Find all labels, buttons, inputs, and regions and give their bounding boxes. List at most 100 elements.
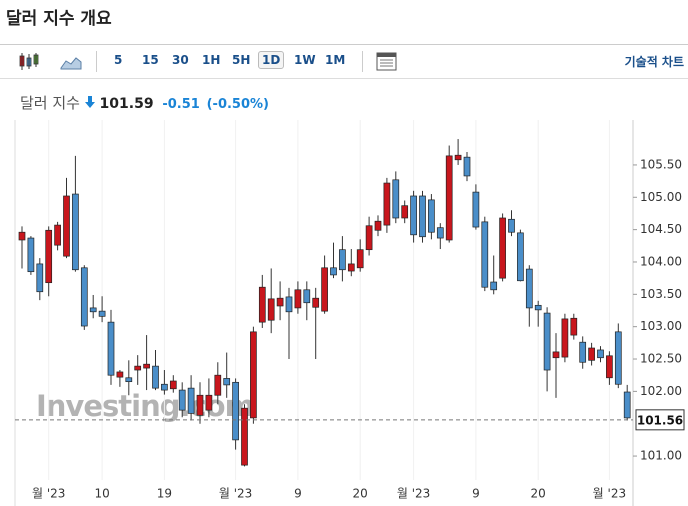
candle-body bbox=[134, 365, 142, 371]
candle-body bbox=[383, 182, 391, 226]
interval-button[interactable]: 1W bbox=[294, 53, 316, 67]
area-icon[interactable] bbox=[60, 54, 82, 70]
candle-body bbox=[258, 286, 266, 323]
x-tick-label: 9 bbox=[472, 487, 480, 501]
y-tick-label: 101.00 bbox=[640, 449, 682, 463]
candle-body bbox=[445, 155, 453, 241]
candle-body bbox=[312, 297, 320, 308]
y-tick-label: 102.00 bbox=[640, 384, 682, 398]
x-tick-label: 9 bbox=[294, 487, 302, 501]
x-tick-label: 19 bbox=[157, 487, 172, 501]
interval-button[interactable]: 1H bbox=[202, 53, 221, 67]
interval-button[interactable]: 15 bbox=[142, 53, 159, 67]
candle-body bbox=[561, 318, 569, 358]
candle-body bbox=[241, 407, 248, 466]
candle-body bbox=[27, 237, 35, 273]
candle-body bbox=[250, 331, 257, 419]
change-percent: (-0.50%) bbox=[206, 97, 269, 112]
candle-body bbox=[223, 378, 231, 386]
candle-body bbox=[294, 289, 302, 309]
candle-body bbox=[517, 232, 524, 282]
x-tick-label: 10 bbox=[94, 487, 109, 501]
candle-body bbox=[125, 377, 133, 383]
candle-body bbox=[161, 383, 168, 391]
last-price-label: 101.56 bbox=[637, 413, 683, 427]
candle-body bbox=[570, 317, 578, 336]
instrument-name: 달러 지수 bbox=[20, 94, 80, 112]
x-tick-label: 월 '23 bbox=[32, 487, 65, 501]
price: 101.59 bbox=[99, 96, 154, 112]
candle-body bbox=[54, 224, 61, 246]
y-tick-label: 105.50 bbox=[640, 157, 682, 171]
watermark: Investing.com bbox=[36, 389, 254, 423]
y-tick-label: 102.50 bbox=[640, 352, 682, 366]
candle-body bbox=[232, 381, 239, 441]
x-tick-label: 20 bbox=[531, 487, 546, 501]
y-tick-label: 103.50 bbox=[640, 287, 682, 301]
candle-icon[interactable] bbox=[18, 52, 40, 72]
candle-body bbox=[347, 263, 355, 272]
candle-body bbox=[303, 289, 311, 304]
candle-body bbox=[463, 156, 471, 177]
candle-body bbox=[374, 220, 382, 231]
candle-body bbox=[205, 394, 213, 411]
candle-body bbox=[436, 227, 444, 239]
interval-button[interactable]: 1M bbox=[325, 53, 346, 67]
interval-button[interactable]: 30 bbox=[172, 53, 189, 67]
candle-body bbox=[45, 229, 53, 284]
x-tick-label: 월 '23 bbox=[219, 487, 252, 501]
candle-body bbox=[107, 321, 115, 376]
y-tick-label: 105.00 bbox=[640, 190, 682, 204]
candle-body bbox=[481, 221, 489, 288]
candle-body bbox=[98, 310, 106, 317]
candle-body bbox=[401, 205, 409, 219]
interval-button[interactable]: 5H bbox=[232, 53, 251, 67]
candle-body bbox=[116, 371, 124, 378]
y-tick-label: 104.50 bbox=[640, 222, 682, 236]
candle-body bbox=[410, 195, 417, 236]
candle-body bbox=[267, 298, 275, 321]
x-tick-label: 20 bbox=[353, 487, 368, 501]
candle-body bbox=[428, 199, 435, 233]
candle-body bbox=[196, 394, 204, 416]
candle-body bbox=[534, 304, 542, 311]
candle-body bbox=[178, 389, 186, 411]
candle-body bbox=[588, 347, 595, 361]
candle-body bbox=[525, 268, 533, 309]
candle-body bbox=[285, 296, 293, 313]
candle-body bbox=[419, 195, 426, 238]
candle-body bbox=[490, 281, 498, 291]
candle-body bbox=[18, 231, 26, 241]
candle-body bbox=[508, 218, 515, 233]
candle-body bbox=[89, 307, 97, 313]
candle-body bbox=[169, 380, 177, 390]
interval-button[interactable]: 1D bbox=[258, 51, 285, 69]
technical-chart-link[interactable]: 기술적 차트 bbox=[624, 55, 684, 69]
candle-body bbox=[152, 365, 159, 389]
candle-body bbox=[356, 249, 364, 269]
candle-body bbox=[143, 363, 150, 369]
last-price-tag bbox=[635, 409, 685, 431]
candle-body bbox=[63, 195, 70, 257]
candle-body bbox=[276, 297, 284, 307]
quote-header: 달러 지수 101.59 -0.51 (-0.50%) bbox=[20, 92, 269, 113]
widget-title: 달러 지수 개요 bbox=[6, 9, 112, 29]
x-tick-label: 월 '23 bbox=[593, 487, 626, 501]
y-tick-label: 103.00 bbox=[640, 319, 682, 333]
candle-body bbox=[597, 349, 604, 359]
candle-body bbox=[614, 331, 622, 385]
candle-body bbox=[472, 191, 480, 228]
candle-body bbox=[36, 263, 44, 293]
candle-body bbox=[499, 217, 506, 279]
x-tick-label: 월 '23 bbox=[397, 487, 430, 501]
candle-body bbox=[454, 154, 462, 161]
candle-body bbox=[392, 179, 400, 219]
table-icon[interactable] bbox=[376, 52, 397, 71]
candle-body bbox=[80, 267, 88, 327]
candle-body bbox=[552, 351, 560, 359]
candle-body bbox=[72, 193, 79, 271]
candle-body bbox=[606, 355, 613, 379]
down-arrow bbox=[84, 96, 95, 108]
interval-button[interactable]: 5 bbox=[114, 53, 123, 67]
